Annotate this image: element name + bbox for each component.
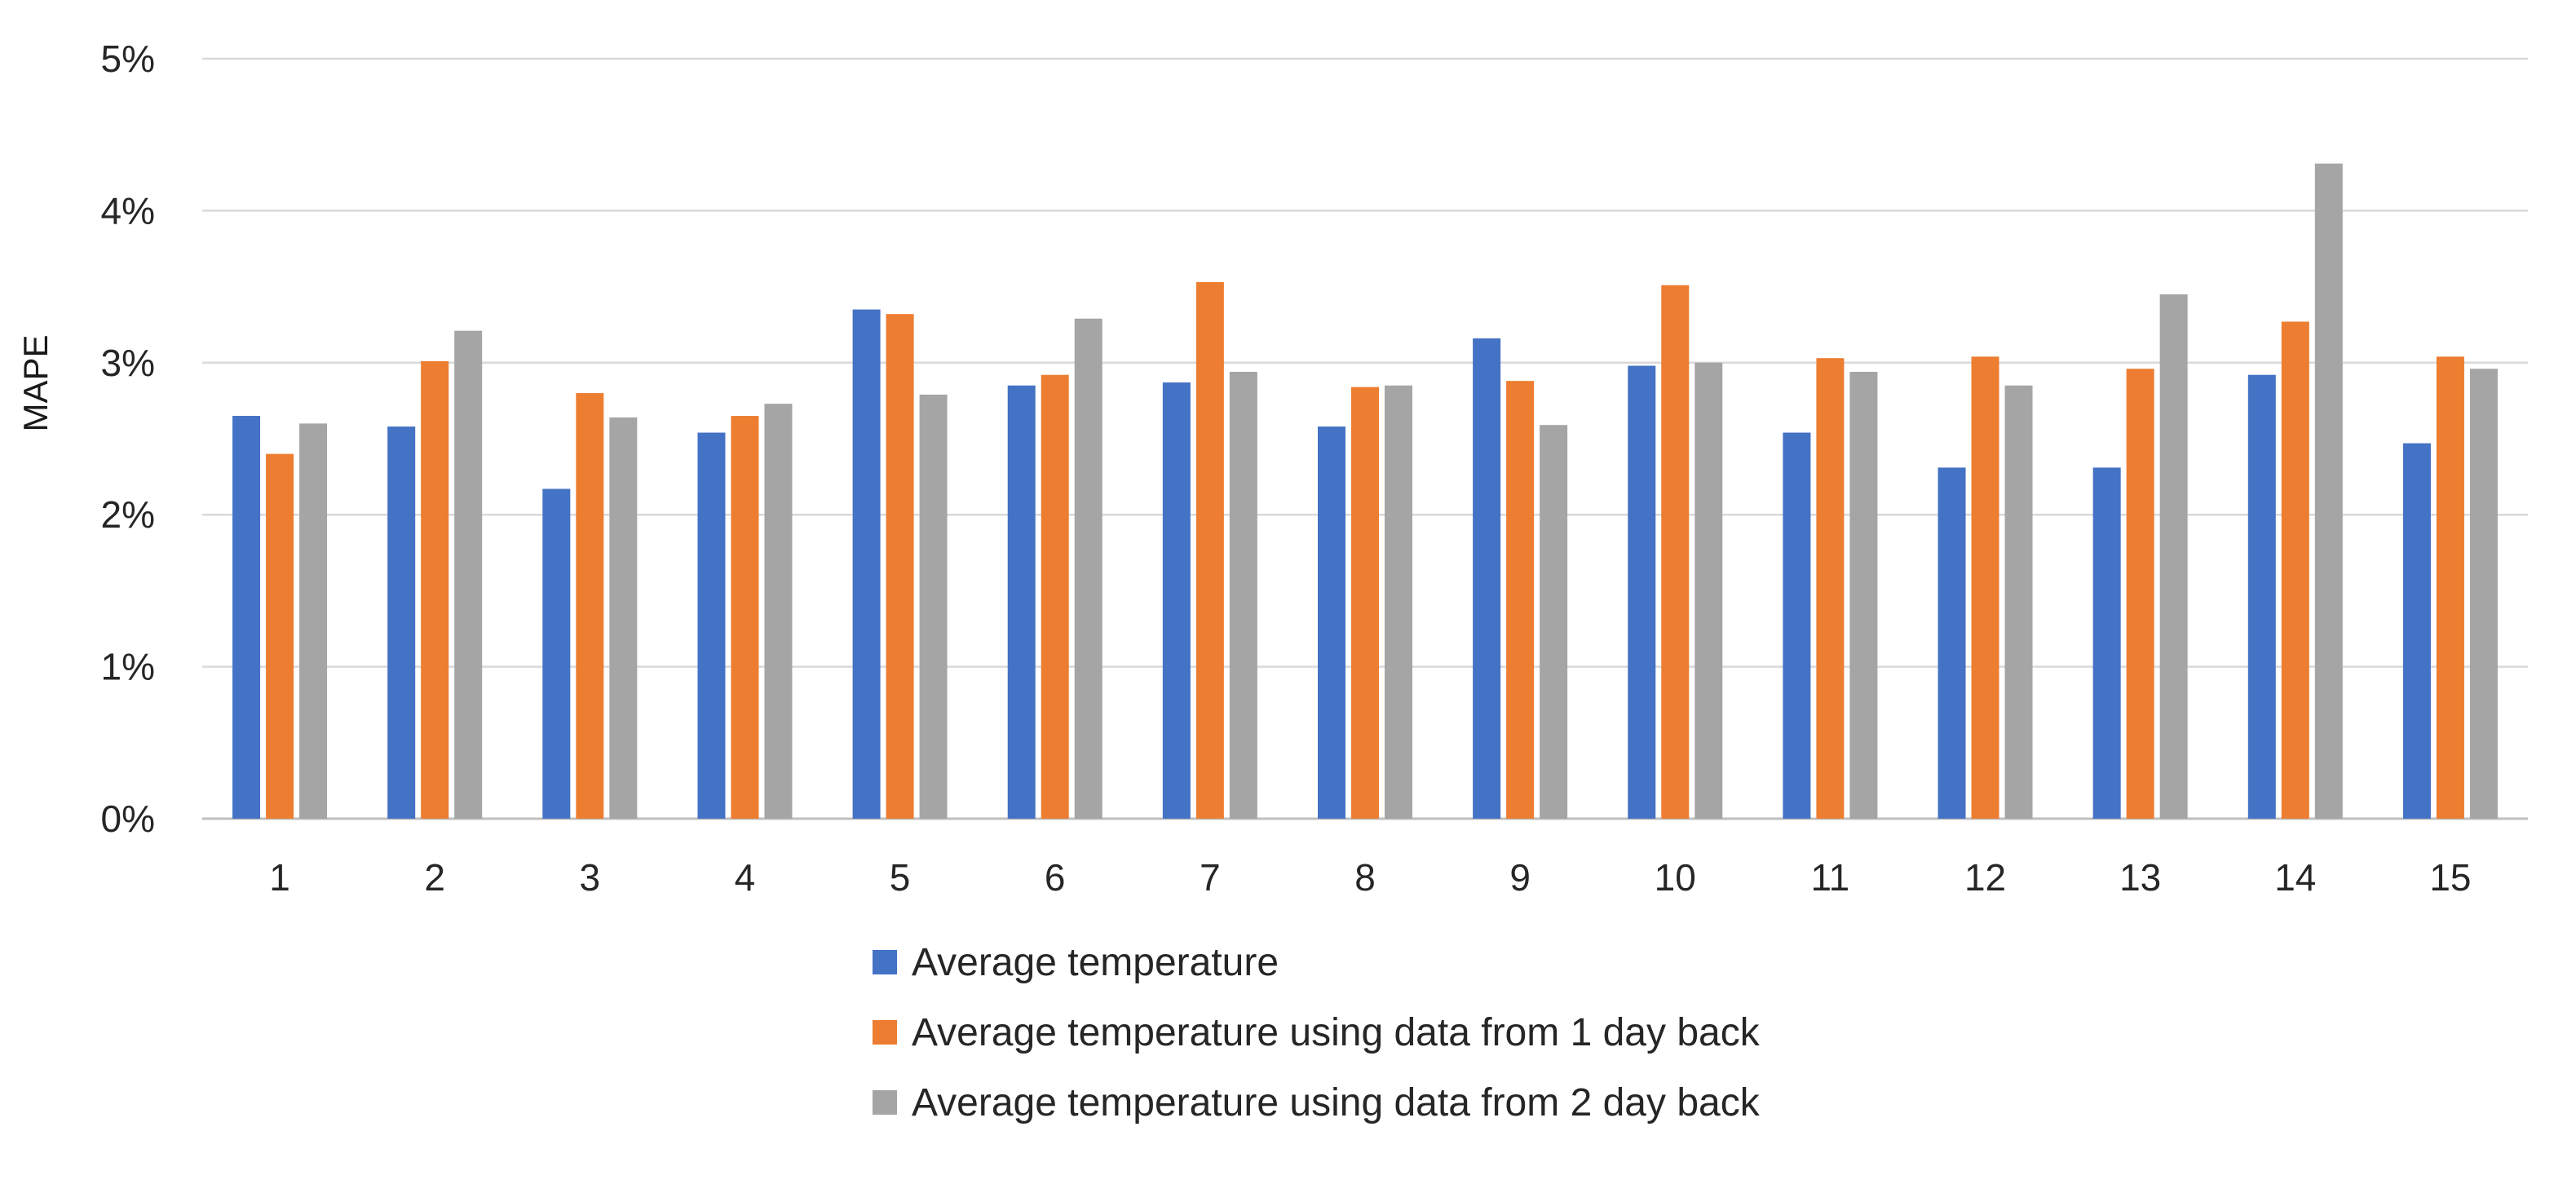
bar-2 (1971, 356, 1999, 819)
bars (232, 163, 2498, 820)
bar-3 (1385, 385, 1412, 819)
legend-label: Average temperature using data from 2 da… (912, 1081, 1761, 1124)
x-tick-label: 2 (424, 856, 445, 899)
x-tick-label: 14 (2274, 856, 2316, 899)
x-tick-label: 9 (1509, 856, 1531, 899)
y-axis-ticks: 0% 1% 2% 3% 4% 5% (101, 38, 155, 840)
bar-3 (1229, 371, 1257, 819)
bar-1 (1007, 385, 1036, 819)
x-tick-label: 3 (580, 856, 601, 899)
bar-1 (232, 416, 261, 819)
y-tick-label: 4% (101, 189, 155, 232)
y-tick-label: 2% (101, 493, 155, 536)
bar-2 (1195, 282, 1224, 819)
bar-3 (1849, 371, 1878, 819)
bar-2 (1351, 387, 1379, 819)
x-tick-label: 12 (1964, 856, 2006, 899)
bar-3 (1540, 425, 1568, 819)
legend-label: Average temperature using data from 1 da… (912, 1011, 1761, 1054)
bar-1 (542, 488, 571, 819)
bar-1 (1783, 432, 1811, 819)
bar-2 (2281, 321, 2309, 819)
bar-2 (1041, 374, 1069, 819)
bar-3 (1695, 362, 1723, 819)
bar-2 (1816, 358, 1845, 819)
x-tick-label: 13 (2119, 856, 2161, 899)
bar-1 (2092, 467, 2121, 819)
bar-1 (1318, 426, 1345, 819)
x-tick-label: 15 (2429, 856, 2471, 899)
bar-1 (387, 426, 416, 819)
x-tick-label: 1 (269, 856, 290, 899)
bar-3 (299, 423, 328, 819)
legend: Average temperature Average temperature u… (873, 941, 1761, 1124)
bar-3 (609, 417, 638, 819)
x-axis-ticks: 1 2 3 4 5 6 7 8 9 10 11 12 13 14 15 (269, 856, 2471, 899)
legend-label: Average temperature (912, 941, 1279, 984)
bar-1 (852, 309, 881, 819)
bar-3 (2314, 163, 2343, 820)
bar-1 (1628, 365, 1656, 819)
x-tick-label: 11 (1811, 856, 1850, 899)
bar-2 (266, 453, 294, 819)
bar-2 (2436, 356, 2464, 819)
bar-3 (2004, 385, 2033, 819)
bar-2 (886, 314, 914, 820)
x-tick-label: 8 (1354, 856, 1376, 899)
x-tick-label: 7 (1200, 856, 1221, 899)
y-tick-label: 5% (101, 38, 155, 80)
bar-1 (2247, 374, 2276, 819)
bar-1 (1938, 467, 1966, 819)
bar-2 (1661, 285, 1690, 820)
bar-3 (919, 394, 948, 820)
x-tick-label: 10 (1655, 856, 1696, 899)
y-tick-label: 0% (101, 797, 155, 840)
x-tick-label: 5 (890, 856, 911, 899)
bar-2 (2126, 369, 2154, 820)
bar-1 (697, 432, 726, 819)
legend-swatch (873, 950, 897, 974)
bar-2 (1506, 381, 1535, 820)
y-tick-label: 3% (101, 342, 155, 384)
bar-3 (454, 330, 483, 819)
y-axis-title: MAPE (16, 334, 55, 431)
legend-swatch (873, 1090, 897, 1115)
bar-2 (576, 393, 604, 820)
bar-3 (2469, 369, 2498, 820)
x-tick-label: 4 (735, 856, 756, 899)
bar-3 (764, 404, 793, 819)
bar-3 (2159, 294, 2188, 819)
bar-1 (2402, 443, 2431, 819)
legend-swatch (873, 1020, 897, 1045)
bar-2 (421, 360, 449, 819)
bar-3 (1074, 318, 1102, 819)
bar-1 (1162, 382, 1191, 820)
x-tick-label: 6 (1045, 856, 1066, 899)
bar-1 (1473, 338, 1501, 819)
y-tick-label: 1% (101, 646, 155, 688)
bar-2 (731, 416, 759, 819)
